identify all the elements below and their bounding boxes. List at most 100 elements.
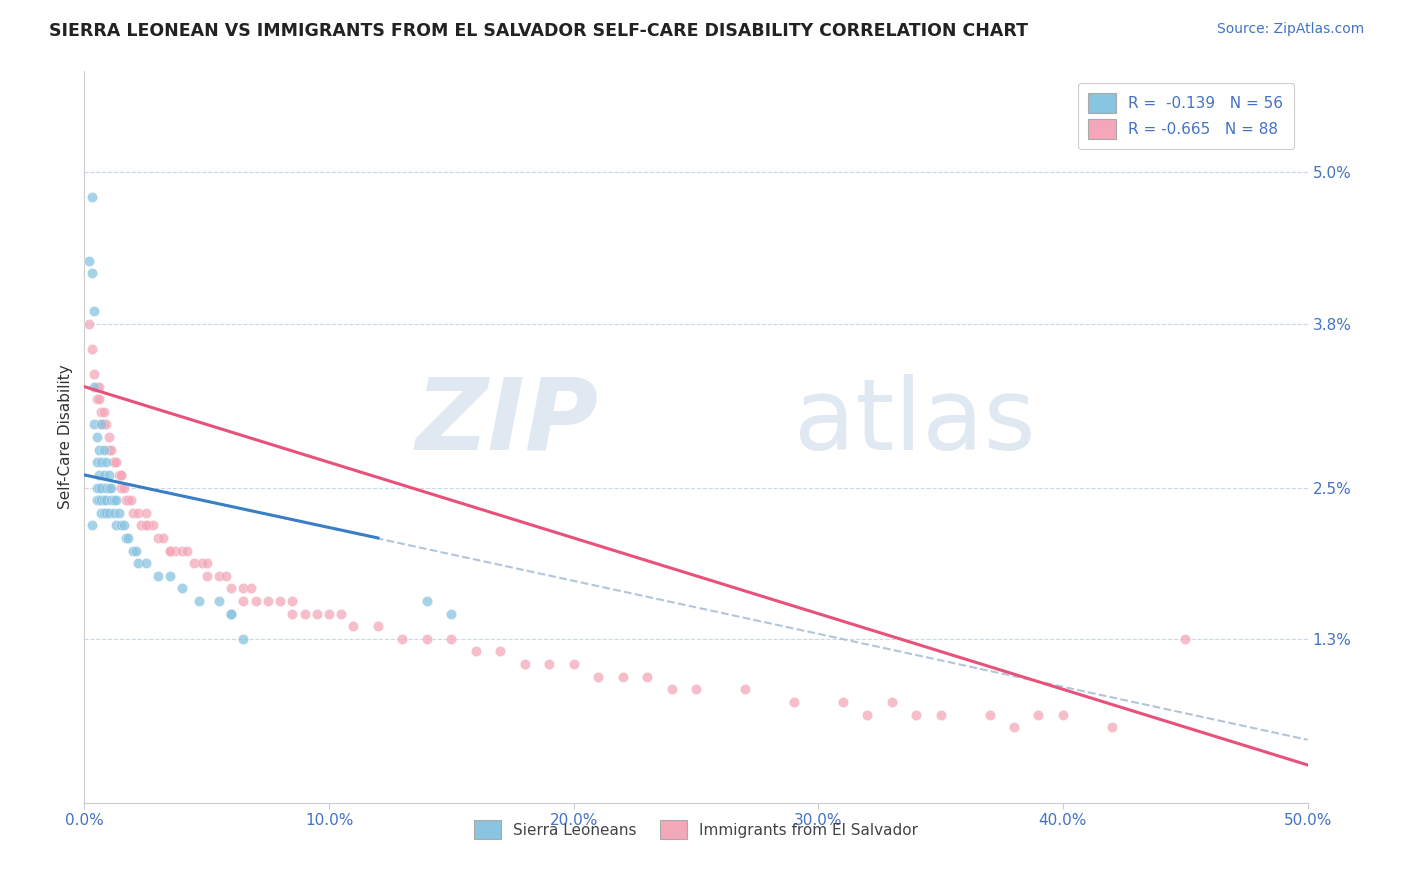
Point [1174, 632, 1197, 646]
Point [105, 493, 128, 508]
Point [489, 644, 512, 658]
Point [80, 342, 103, 356]
Point [93, 442, 115, 457]
Point [77, 317, 100, 331]
Point [612, 670, 634, 684]
Point [367, 619, 389, 633]
Point [191, 556, 214, 570]
Point [107, 506, 129, 520]
Text: atlas: atlas [794, 374, 1035, 471]
Point [87, 379, 110, 393]
Point [188, 594, 211, 608]
Text: Source: ZipAtlas.com: Source: ZipAtlas.com [1216, 22, 1364, 37]
Point [97, 467, 120, 482]
Point [1002, 720, 1025, 734]
Point [464, 644, 486, 658]
Point [416, 632, 439, 646]
Point [86, 392, 108, 407]
Point [129, 518, 152, 533]
Point [208, 594, 231, 608]
Point [127, 556, 149, 570]
Point [318, 607, 340, 621]
Point [172, 543, 194, 558]
Point [831, 695, 853, 709]
Point [120, 493, 142, 508]
Point [636, 670, 658, 684]
Point [90, 455, 112, 469]
Point [86, 379, 108, 393]
Point [122, 506, 145, 520]
Text: SIERRA LEONEAN VS IMMIGRANTS FROM EL SALVADOR SELF-CARE DISABILITY CORRELATION C: SIERRA LEONEAN VS IMMIGRANTS FROM EL SAL… [49, 22, 1028, 40]
Point [146, 531, 169, 545]
Point [905, 707, 928, 722]
Point [391, 632, 413, 646]
Point [219, 582, 242, 596]
Point [269, 594, 291, 608]
Point [281, 594, 304, 608]
Point [105, 518, 128, 533]
Point [93, 493, 115, 508]
Point [136, 518, 159, 533]
Point [257, 594, 280, 608]
Point [195, 556, 218, 570]
Point [90, 493, 112, 508]
Point [97, 430, 120, 444]
Point [83, 417, 105, 432]
Point [127, 506, 149, 520]
Point [115, 493, 138, 508]
Point [93, 405, 115, 419]
Point [87, 467, 110, 482]
Point [856, 707, 879, 722]
Point [440, 607, 463, 621]
Point [100, 493, 122, 508]
Point [112, 518, 135, 533]
Point [215, 569, 238, 583]
Point [86, 493, 108, 508]
Point [176, 543, 198, 558]
Point [93, 467, 115, 482]
Point [93, 506, 115, 520]
Point [100, 481, 122, 495]
Point [87, 481, 110, 495]
Point [86, 430, 108, 444]
Point [115, 531, 138, 545]
Point [232, 594, 254, 608]
Point [86, 481, 108, 495]
Point [110, 518, 132, 533]
Point [112, 481, 135, 495]
Point [100, 442, 122, 457]
Point [183, 556, 205, 570]
Point [87, 392, 110, 407]
Point [929, 707, 952, 722]
Point [103, 506, 125, 520]
Point [1052, 707, 1074, 722]
Point [1101, 720, 1123, 734]
Point [172, 582, 194, 596]
Point [77, 253, 100, 268]
Point [1028, 707, 1050, 722]
Point [135, 506, 157, 520]
Point [97, 442, 120, 457]
Point [586, 670, 609, 684]
Point [294, 607, 316, 621]
Point [117, 531, 139, 545]
Point [281, 607, 304, 621]
Point [83, 367, 105, 381]
Point [538, 657, 561, 671]
Point [342, 619, 364, 633]
Point [83, 379, 105, 393]
Point [117, 493, 139, 508]
Point [159, 569, 181, 583]
Point [90, 481, 112, 495]
Point [783, 695, 806, 709]
Legend: Sierra Leoneans, Immigrants from El Salvador: Sierra Leoneans, Immigrants from El Salv… [463, 809, 929, 850]
Point [83, 304, 105, 318]
Point [562, 657, 585, 671]
Point [440, 632, 463, 646]
Point [96, 481, 118, 495]
Point [86, 455, 108, 469]
Point [159, 543, 181, 558]
Point [159, 543, 181, 558]
Point [125, 543, 148, 558]
Point [880, 695, 903, 709]
